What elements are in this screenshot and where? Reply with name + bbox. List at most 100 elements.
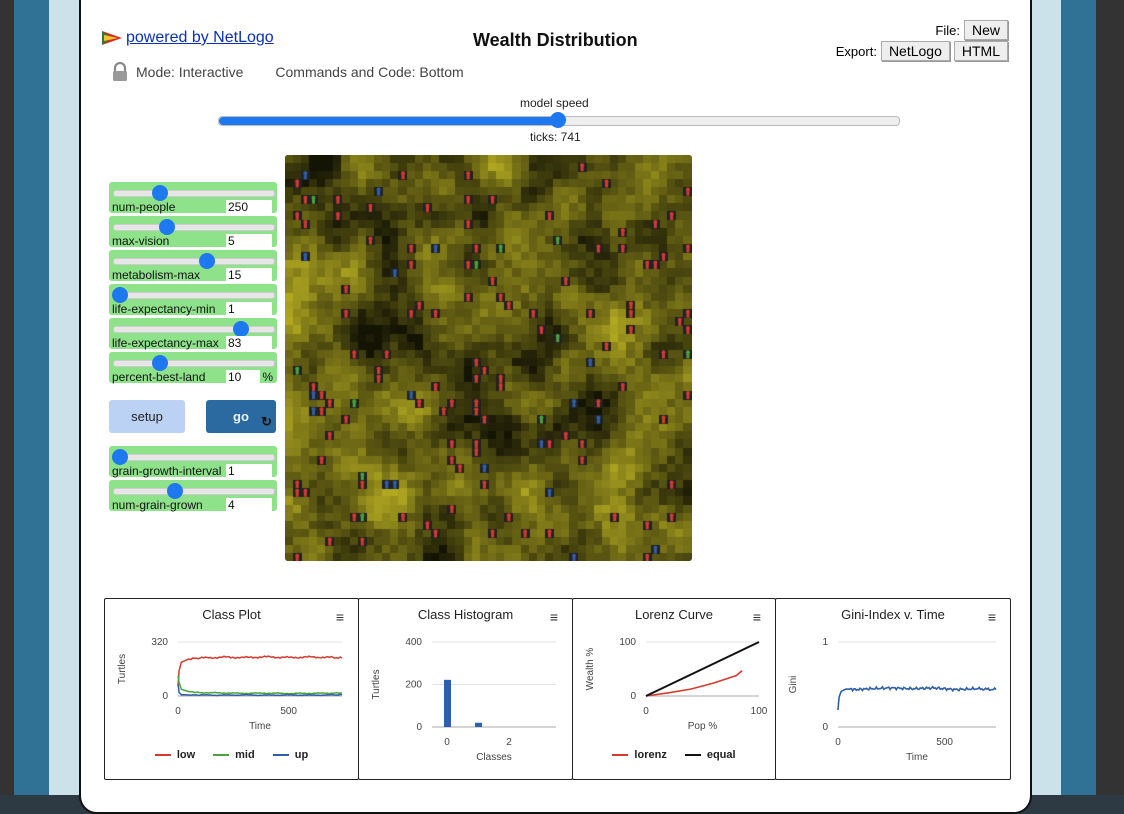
class-plot-ytick: 320: [151, 637, 168, 648]
slider-value[interactable]: 10: [226, 370, 260, 384]
slider-thumb[interactable]: [152, 185, 168, 201]
legend-up[interactable]: up: [272, 749, 309, 761]
go-button[interactable]: go ↻: [206, 400, 276, 433]
gini-xlabel: Time: [906, 752, 928, 763]
class-histogram-menu-icon[interactable]: ≡: [549, 609, 558, 625]
lorenz-curve-title: Lorenz Curve: [634, 607, 714, 622]
slider-value[interactable]: 1: [226, 464, 272, 478]
slider-life-expectancy-max[interactable]: life-expectancy-max 83: [109, 318, 277, 350]
lorenz-curve: Lorenz Curve ≡ 100 0 Wealth % Pop % 0 100 lor…: [572, 598, 776, 780]
slider-value[interactable]: 83: [226, 336, 272, 350]
histogram-bar: [475, 722, 482, 727]
legend-low[interactable]: low: [154, 749, 195, 761]
model-speed-thumb[interactable]: [550, 112, 566, 128]
legend-lorenz-label: lorenz: [634, 749, 667, 761]
class-plot-menu-icon[interactable]: ≡: [335, 609, 344, 625]
slider-track[interactable]: [113, 360, 275, 367]
class-histogram-xtick: 0: [444, 737, 450, 748]
legend-lorenz[interactable]: lorenz: [612, 749, 667, 761]
slider-thumb[interactable]: [112, 449, 128, 465]
forever-icon: ↻: [261, 414, 272, 429]
netlogo-logo-icon: [102, 31, 122, 45]
slider-label: metabolism-max: [112, 268, 201, 282]
lorenz-series-lorenz: [645, 669, 743, 697]
slider-value[interactable]: 250: [226, 200, 272, 214]
slider-track[interactable]: [113, 258, 275, 265]
slider-value[interactable]: 4: [226, 498, 272, 512]
slider-life-expectancy-min[interactable]: life-expectancy-min 1: [109, 284, 277, 316]
class-histogram: Class Histogram ≡ 400 200 0 Turtles Classes 0…: [358, 598, 573, 780]
slider-grain-growth-interval[interactable]: grain-growth-interval 1: [109, 446, 277, 478]
lorenz-xtick: 0: [643, 706, 649, 717]
legend-mid[interactable]: mid: [213, 749, 255, 761]
slider-thumb[interactable]: [152, 355, 168, 371]
legend-equal[interactable]: equal: [684, 749, 736, 761]
slider-track[interactable]: [113, 488, 275, 495]
gini-xtick: 0: [835, 737, 841, 748]
world-view[interactable]: [285, 155, 692, 561]
lorenz-series-equal: [645, 641, 760, 697]
slider-num-people[interactable]: num-people 250: [109, 182, 277, 214]
slider-value[interactable]: 1: [226, 302, 272, 316]
slider-value[interactable]: 15: [226, 268, 272, 282]
file-label: File:: [935, 22, 960, 38]
lock-icon[interactable]: [112, 62, 128, 82]
setup-button[interactable]: setup: [109, 400, 185, 433]
slider-unit: %: [262, 370, 273, 384]
class-plot-xtick: 0: [175, 706, 181, 717]
slider-thumb[interactable]: [233, 321, 249, 337]
ticks-counter: ticks: 741: [530, 130, 581, 144]
slider-thumb[interactable]: [159, 219, 175, 235]
slider-thumb[interactable]: [199, 253, 215, 269]
slider-max-vision[interactable]: max-vision 5: [109, 216, 277, 248]
lorenz-curve-menu-icon[interactable]: ≡: [752, 609, 761, 625]
class-plot-grid: [178, 641, 342, 697]
lorenz-ytick: 0: [630, 691, 636, 702]
class-plot-legend: low mid up: [105, 749, 358, 761]
legend-up-label: up: [294, 749, 309, 761]
slider-metabolism-max[interactable]: metabolism-max 15: [109, 250, 277, 282]
lorenz-xlabel: Pop %: [688, 721, 718, 732]
slider-track[interactable]: [113, 454, 275, 461]
slider-thumb[interactable]: [167, 483, 183, 499]
gini-plot-title: Gini-Index v. Time: [841, 607, 945, 622]
lorenz-curve-svg: 100 0 Wealth % Pop % 0 100: [585, 637, 768, 732]
class-histogram-title: Class Histogram: [417, 607, 514, 622]
lorenz-xtick: 100: [751, 706, 768, 717]
gini-plot: Gini-Index v. Time ≡ 1 0 Gini Time 0 500: [775, 598, 1011, 780]
lorenz-ylabel: Wealth %: [585, 648, 596, 691]
model-speed-label: model speed: [520, 96, 589, 110]
commands-code-text[interactable]: Commands and Code: Bottom: [275, 64, 464, 80]
new-button[interactable]: New: [963, 20, 1008, 40]
slider-value[interactable]: 5: [226, 234, 272, 248]
export-html-button[interactable]: HTML: [953, 41, 1008, 61]
mode-row: Mode: Interactive Commands and Code: Bot…: [112, 62, 464, 82]
slider-track[interactable]: [113, 190, 275, 197]
class-histogram-ylabel: Turtles: [371, 669, 382, 699]
setup-label: setup: [131, 409, 163, 424]
slider-num-grain-grown[interactable]: num-grain-grown 4: [109, 480, 277, 512]
export-netlogo-button[interactable]: NetLogo: [880, 41, 950, 61]
powered-by-text[interactable]: powered by NetLogo: [126, 29, 274, 46]
slider-track[interactable]: [113, 326, 275, 333]
powered-by-netlogo-link[interactable]: powered by NetLogo: [102, 29, 274, 47]
class-plot-series-low: [177, 655, 343, 686]
file-row: File: New: [935, 20, 1008, 40]
class-histogram-xtick: 2: [506, 737, 512, 748]
slider-track[interactable]: [113, 224, 275, 231]
class-histogram-svg: 400 200 0 Turtles Classes 0 2: [371, 637, 556, 763]
class-histogram-ytick: 400: [405, 637, 422, 648]
world-canvas[interactable]: [285, 155, 692, 561]
gini-ylabel: Gini: [788, 676, 799, 694]
class-plot-svg: 320 0 Turtles Time 0 500: [117, 637, 343, 732]
class-plot: Class Plot ≡ 320 0 Turtles Time 0 500 low mid…: [104, 598, 359, 780]
class-plot-series-mid: [177, 675, 342, 695]
slider-track[interactable]: [113, 292, 275, 299]
mode-text[interactable]: Mode: Interactive: [136, 64, 244, 80]
slider-percent-best-land[interactable]: percent-best-land 10%: [109, 352, 277, 384]
class-histogram-xlabel: Classes: [476, 752, 512, 763]
gini-plot-menu-icon[interactable]: ≡: [987, 609, 996, 625]
slider-label: life-expectancy-max: [112, 336, 219, 350]
slider-thumb[interactable]: [112, 287, 128, 303]
slider-label: num-grain-grown: [112, 498, 203, 512]
